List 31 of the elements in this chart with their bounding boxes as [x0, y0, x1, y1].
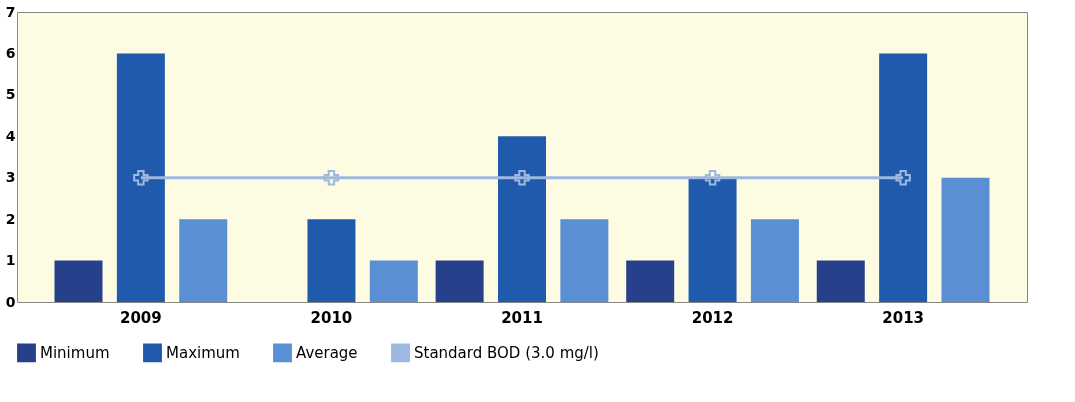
bar — [879, 53, 928, 302]
bar — [179, 219, 228, 302]
y-tick-label: 0 — [5, 293, 16, 310]
legend-label: Maximum — [166, 343, 240, 362]
x-tick-label: 2012 — [691, 308, 734, 327]
legend-label: Minimum — [40, 343, 110, 362]
y-tick-label: 2 — [5, 210, 16, 227]
bar — [816, 260, 865, 302]
x-tick-label: 2013 — [882, 308, 925, 327]
legend-label: Average — [296, 343, 358, 362]
y-tick-label: 5 — [5, 86, 16, 103]
x-tick-label: 2010 — [310, 308, 353, 327]
bar — [626, 260, 675, 302]
y-tick-label: 3 — [5, 169, 16, 186]
bar — [307, 219, 356, 302]
x-tick-label: 2009 — [119, 308, 162, 327]
x-tick-label: 2011 — [501, 308, 543, 327]
y-tick-label: 4 — [5, 127, 16, 144]
bar — [688, 177, 737, 302]
y-tick-label: 1 — [5, 252, 16, 269]
bar — [116, 53, 165, 302]
y-tick-label: 7 — [5, 3, 16, 20]
bar — [498, 136, 546, 302]
bar — [369, 260, 418, 302]
y-tick-label: 6 — [5, 44, 16, 61]
bar — [435, 260, 484, 302]
bar — [941, 177, 990, 302]
bar — [560, 219, 609, 302]
bar — [750, 219, 799, 302]
bar — [54, 260, 103, 302]
legend-label: Standard BOD (3.0 mg/l) — [414, 343, 599, 362]
